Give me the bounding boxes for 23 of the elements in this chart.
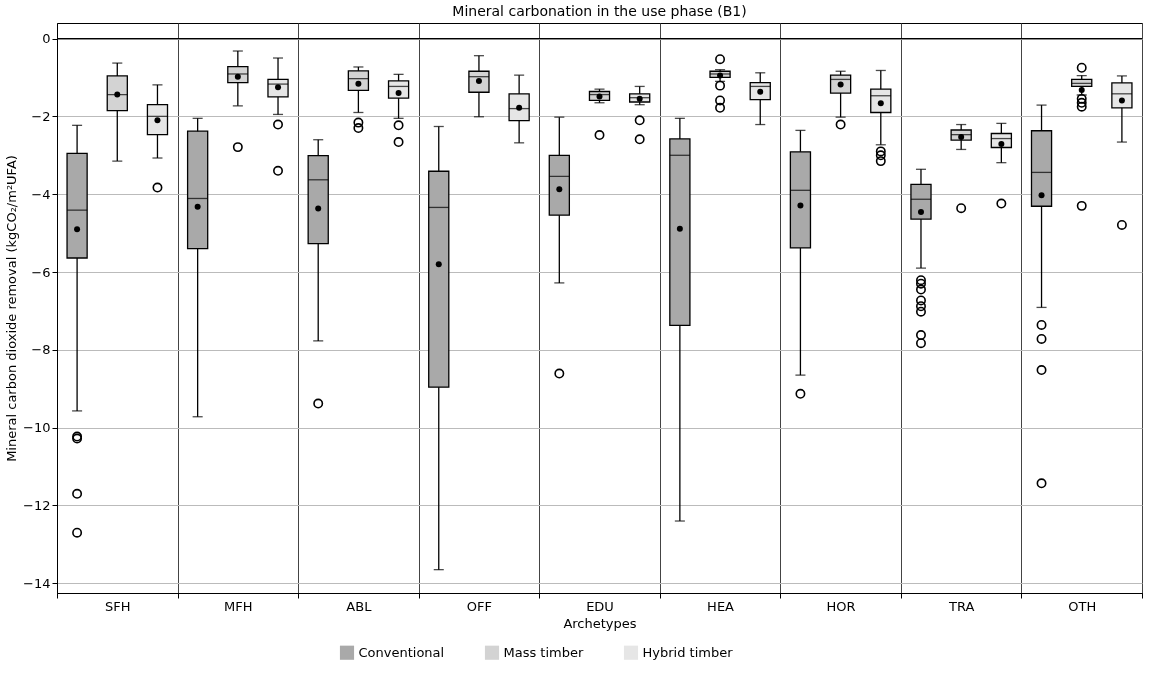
x-tick-label: OFF xyxy=(466,598,493,614)
legend-label: Hybrid timber xyxy=(642,644,734,660)
y-tick-label: −4 xyxy=(31,186,51,202)
x-tick-label: ABL xyxy=(346,598,373,614)
y-tick-label: −2 xyxy=(31,108,51,124)
x-axis-title: Archetypes xyxy=(563,615,637,631)
y-axis-title: Mineral carbon dioxide removal (kgCO₂/m²UFA) xyxy=(4,155,20,462)
y-tick-label: 0 xyxy=(42,31,51,47)
legend-label: Conventional xyxy=(358,644,445,660)
x-tick-label: HOR xyxy=(826,598,856,614)
y-tick-label: −12 xyxy=(23,497,51,513)
chart-title: Mineral carbonation in the use phase (B1) xyxy=(452,3,747,19)
x-tick-label: HEA xyxy=(707,598,735,614)
y-tick-label: −14 xyxy=(23,575,51,591)
x-tick-label: MFH xyxy=(224,598,253,614)
y-tick-label: −6 xyxy=(31,264,51,280)
y-tick-label: −10 xyxy=(23,420,51,436)
x-tick-label: SFH xyxy=(105,598,131,614)
legend-label: Mass timber xyxy=(503,644,584,660)
x-tick-label: EDU xyxy=(586,598,614,614)
x-tick-label: OTH xyxy=(1068,598,1097,614)
x-tick-label: TRA xyxy=(947,598,975,614)
y-tick-label: −8 xyxy=(31,342,51,358)
